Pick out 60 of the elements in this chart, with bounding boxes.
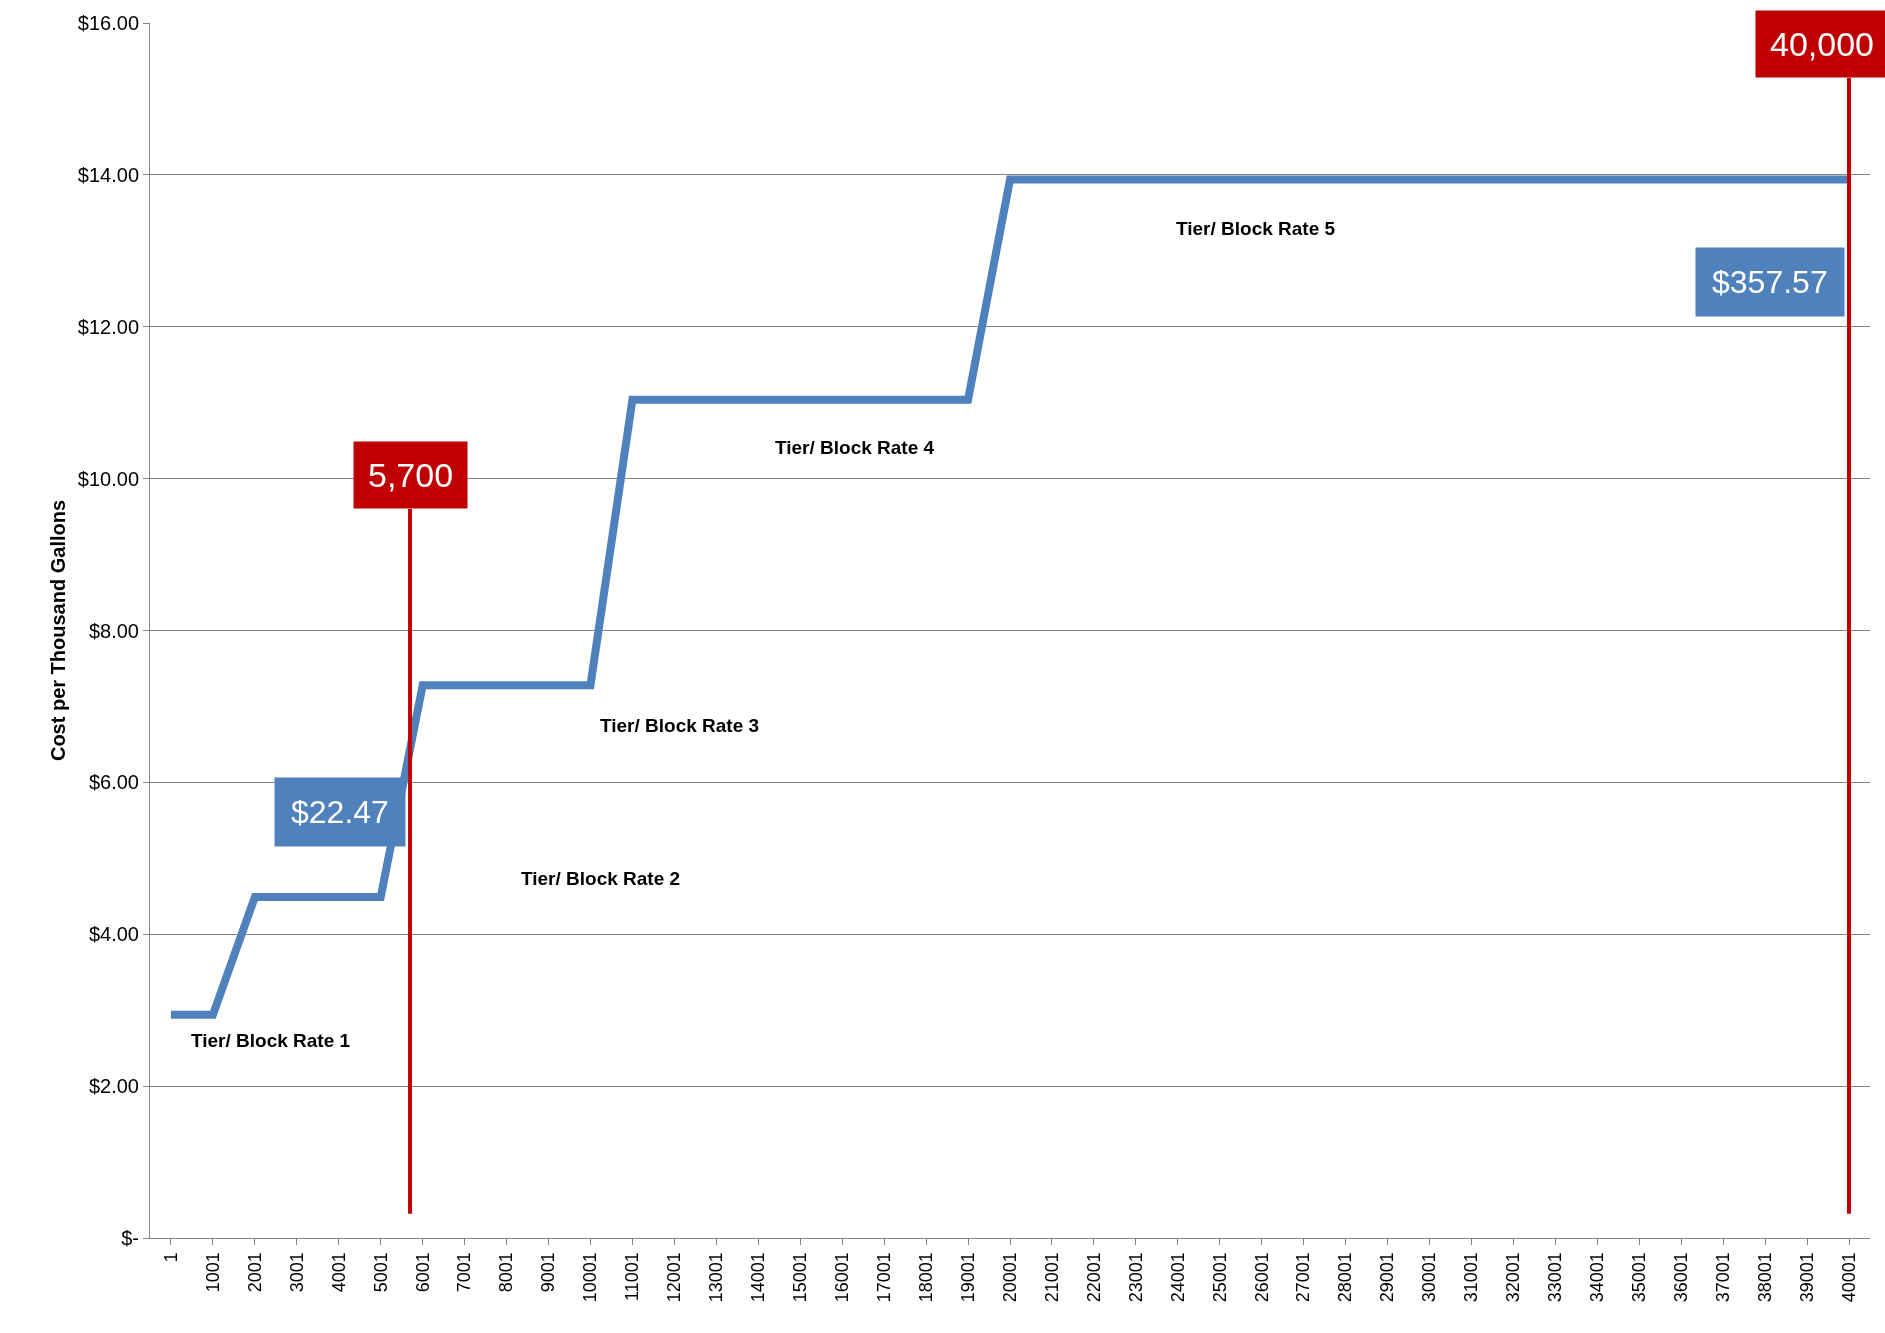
y-tick-label: $16.00	[77, 12, 139, 34]
x-tick-label: 19001	[957, 1252, 978, 1303]
x-tick-label: 36001	[1671, 1252, 1692, 1303]
x-tick-label: 29001	[1377, 1252, 1398, 1303]
x-tick-label: 30001	[1419, 1252, 1440, 1303]
y-tick-label: $12.00	[77, 315, 139, 338]
x-tick-label: 26001	[1251, 1252, 1272, 1303]
x-tick-label: 15001	[790, 1252, 811, 1303]
x-tick-label: 28001	[1335, 1252, 1356, 1303]
x-tick-label: 10001	[580, 1252, 601, 1303]
x-tick-label: 11001	[622, 1252, 643, 1301]
x-tick-label: 14001	[748, 1252, 769, 1303]
ref-line-label: 40,000	[1770, 25, 1874, 63]
y-tick-label: $4.00	[88, 923, 139, 946]
x-tick-label: 1001	[202, 1252, 223, 1293]
y-tick-label: $10.00	[77, 467, 139, 490]
x-tick-label: 20001	[999, 1252, 1020, 1303]
x-tick-label: 31001	[1461, 1252, 1482, 1303]
x-tick-label: 21001	[1041, 1252, 1062, 1303]
x-tick-label: 23001	[1125, 1252, 1146, 1303]
x-tick-label: 12001	[664, 1252, 685, 1303]
annotation: Tier/ Block Rate 4	[775, 437, 935, 458]
annotation: $22.47	[291, 794, 389, 830]
x-tick-label: 25001	[1209, 1252, 1230, 1303]
annotation: $357.57	[1712, 264, 1828, 300]
x-tick-label: 37001	[1713, 1252, 1734, 1303]
annotation: Tier/ Block Rate 1	[191, 1030, 351, 1051]
x-tick-label: 5001	[370, 1252, 391, 1293]
x-tick-label: 40001	[1838, 1252, 1859, 1303]
ref-line-label: 5,700	[368, 456, 454, 494]
y-tick-label: $8.00	[88, 619, 139, 642]
y-tick-label: $14.00	[77, 163, 139, 186]
x-tick-label: 8001	[496, 1252, 517, 1293]
x-tick-label: 27001	[1293, 1252, 1314, 1303]
x-tick-label: 34001	[1587, 1252, 1608, 1303]
x-tick-label: 9001	[538, 1252, 559, 1293]
x-tick-label: 39001	[1796, 1252, 1817, 1303]
x-tick-label: 16001	[832, 1252, 853, 1303]
x-tick-label: 17001	[874, 1252, 894, 1303]
y-tick-label: $-	[121, 1227, 139, 1249]
x-tick-label: 24001	[1167, 1252, 1188, 1303]
x-tick-label: 22001	[1083, 1252, 1104, 1303]
x-tick-label: 13001	[706, 1252, 727, 1303]
x-tick-label: 35001	[1629, 1252, 1650, 1303]
x-tick-label: 38001	[1754, 1252, 1775, 1303]
x-tick-label: 7001	[454, 1252, 475, 1293]
x-tick-label: 33001	[1545, 1252, 1566, 1303]
x-tick-label: 18001	[915, 1252, 936, 1303]
x-tick-label: 2001	[244, 1252, 265, 1293]
annotation: Tier/ Block Rate 5	[1176, 218, 1336, 239]
y-tick-label: $2.00	[88, 1075, 139, 1098]
annotation: Tier/ Block Rate 3	[600, 715, 760, 736]
annotation: Tier/ Block Rate 2	[521, 868, 681, 889]
x-tick-label: 1	[160, 1252, 181, 1263]
x-tick-label: 6001	[412, 1252, 433, 1293]
x-tick-label: 4001	[328, 1252, 349, 1293]
y-axis-title: Cost per Thousand Gallons	[47, 499, 70, 762]
x-tick-label: 3001	[286, 1252, 307, 1293]
x-tick-label: 32001	[1503, 1252, 1524, 1303]
y-tick-label: $6.00	[88, 771, 139, 794]
